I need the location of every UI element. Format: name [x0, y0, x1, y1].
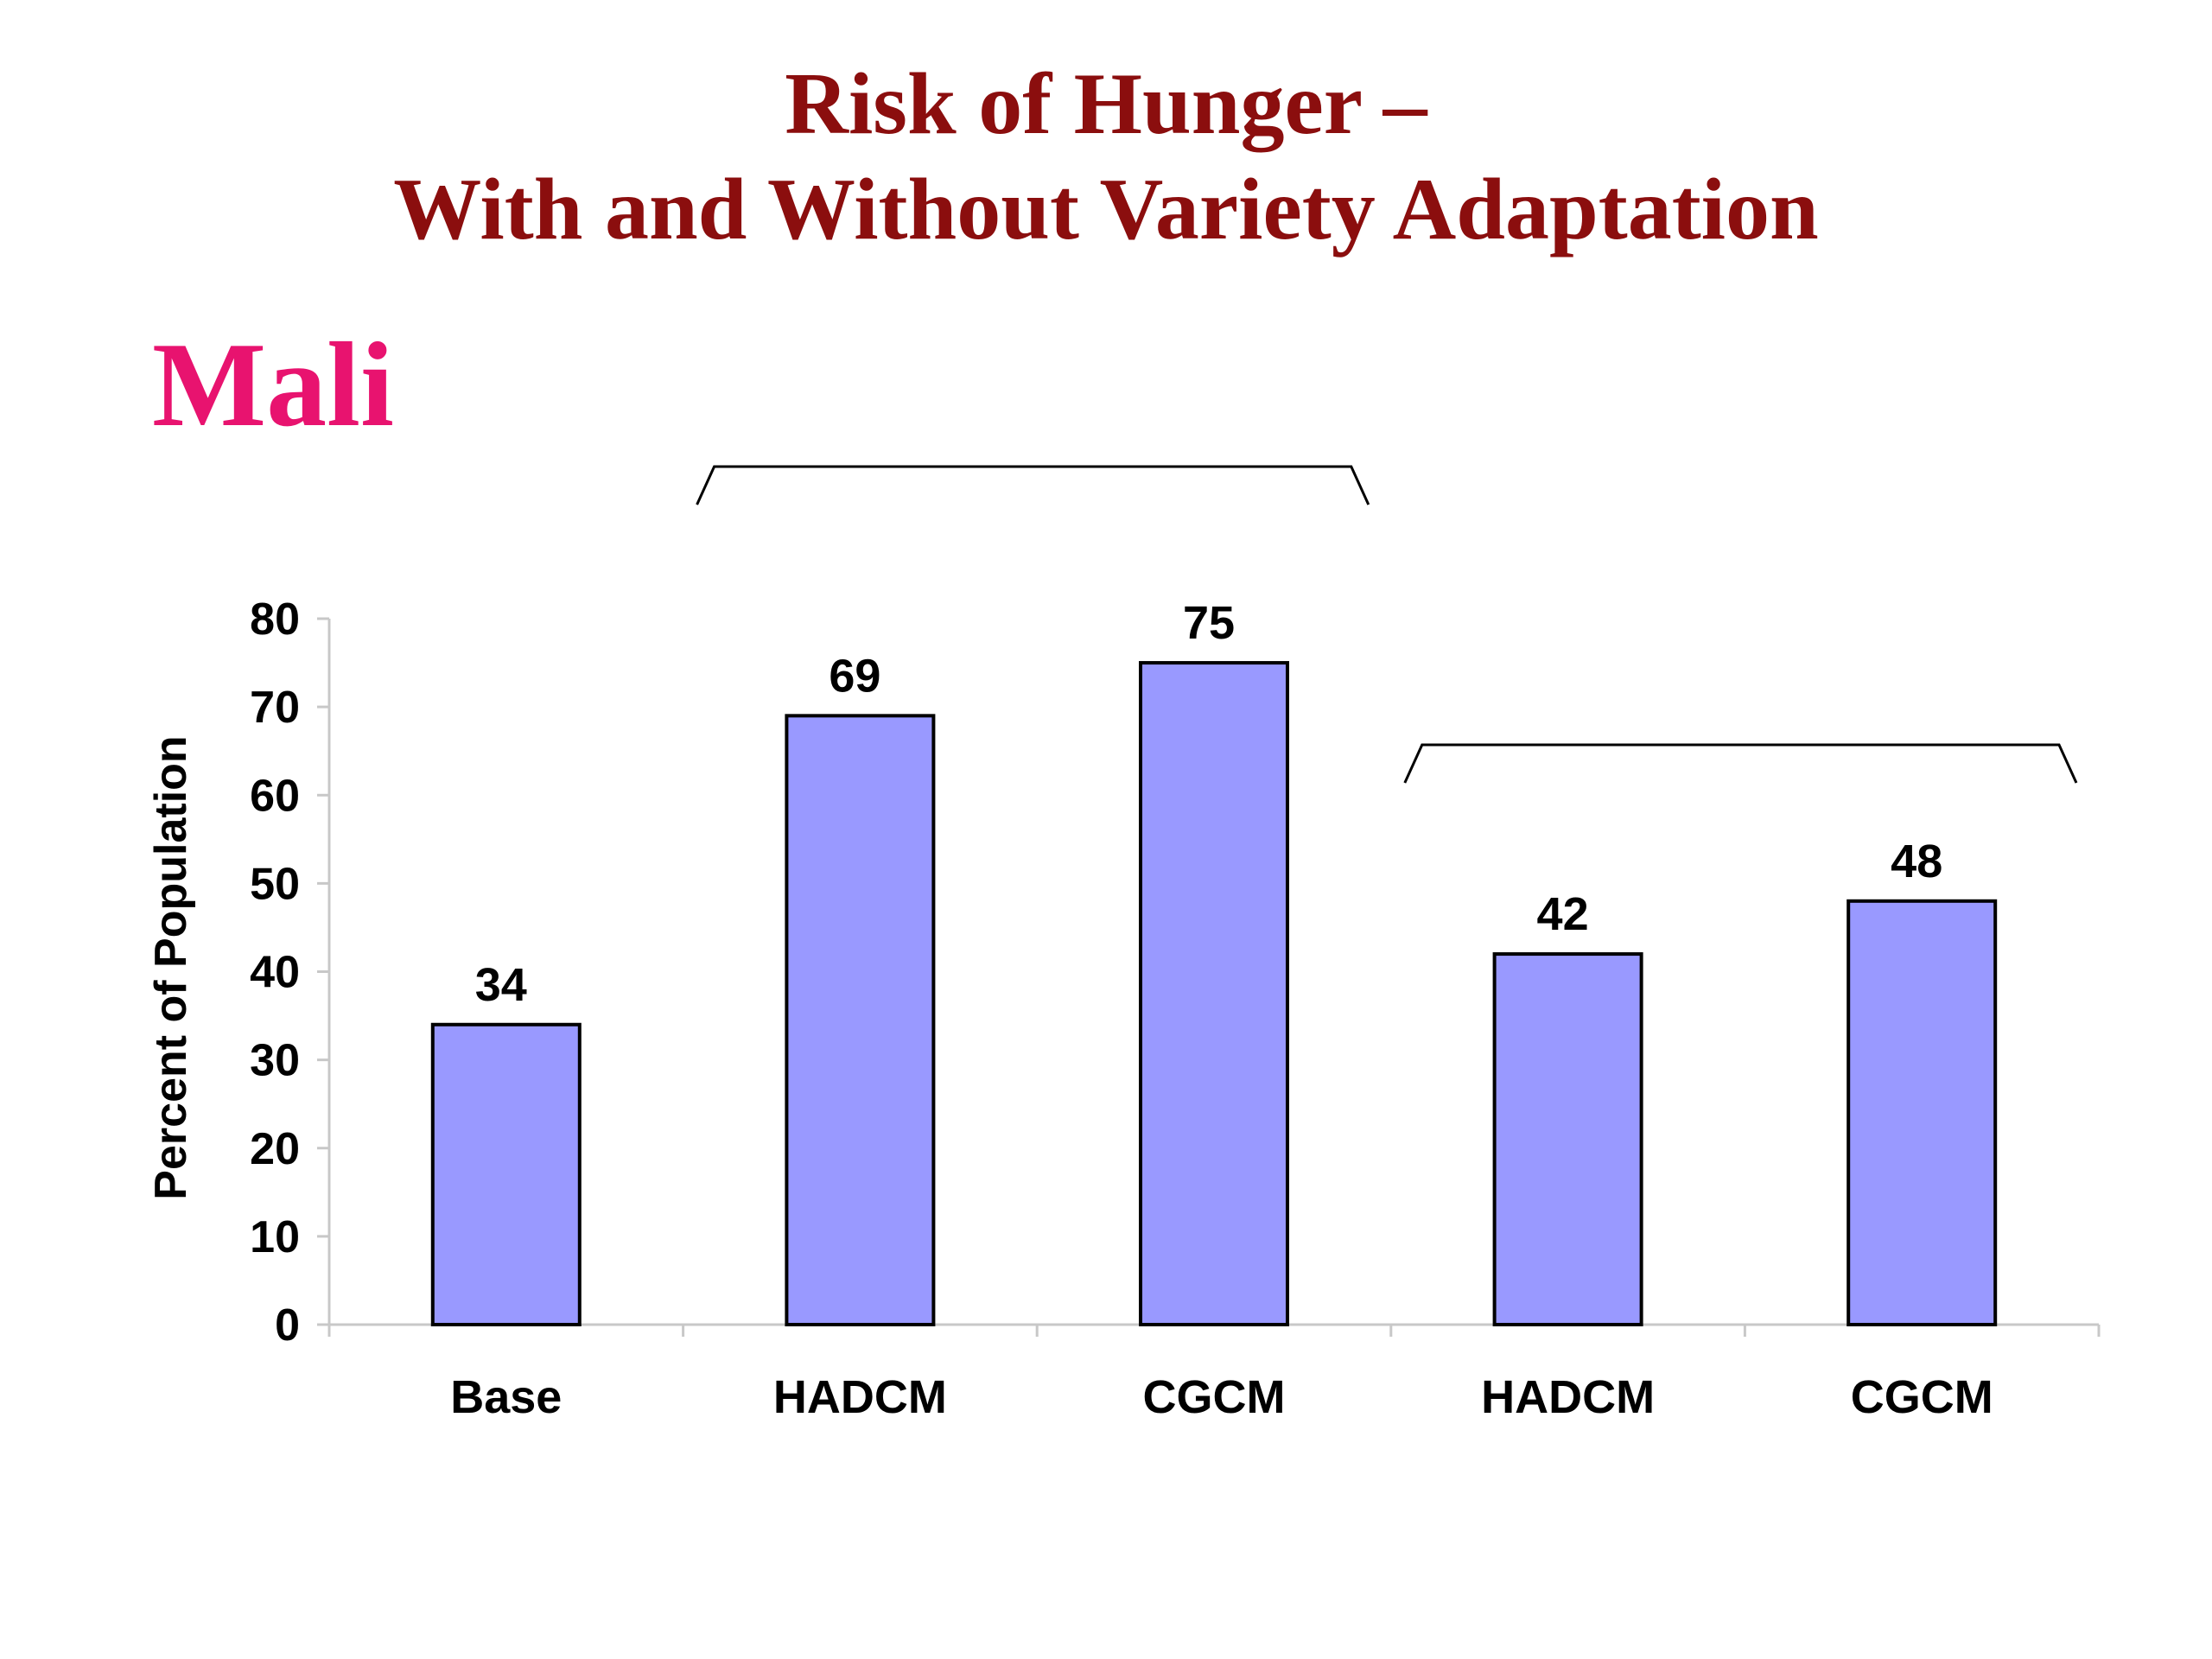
bar — [1492, 952, 1643, 1326]
bar-value-label: 48 — [1891, 836, 1942, 887]
bar-value-label: 75 — [1183, 597, 1235, 649]
y-tick-label: 20 — [250, 1124, 300, 1174]
y-axis-ticks: 0 10 20 30 40 50 60 70 80 — [250, 594, 329, 1351]
bars — [430, 661, 1998, 1327]
category-label: CGCM — [1851, 1371, 1993, 1423]
y-tick-label: 70 — [250, 683, 300, 733]
bar — [1139, 661, 1289, 1326]
y-tick-label: 80 — [250, 594, 300, 645]
chart-title-line-1: Risk of Hunger – — [785, 55, 1427, 153]
bar — [785, 714, 936, 1326]
y-tick-label: 30 — [250, 1036, 300, 1086]
category-label: CGCM — [1143, 1371, 1286, 1423]
bar — [1847, 899, 1998, 1327]
category-labels: Base HADCM CGCM HADCM CGCM — [450, 1371, 1993, 1423]
category-label: HADCM — [773, 1371, 947, 1423]
group-bracket — [1403, 743, 2078, 784]
group-brackets — [696, 465, 2078, 784]
category-label: Base — [450, 1371, 562, 1423]
y-tick-label: 40 — [250, 948, 300, 998]
chart-title-line-2: With and Without Variety Adaptation — [393, 161, 1819, 258]
group-bracket — [696, 465, 1370, 505]
y-tick-label: 0 — [275, 1300, 300, 1351]
value-labels: 34 69 75 42 48 — [475, 597, 1942, 1011]
bar-value-label: 69 — [829, 650, 880, 702]
bar — [430, 1022, 582, 1327]
category-label: HADCM — [1481, 1371, 1655, 1423]
bar-value-label: 42 — [1537, 888, 1589, 940]
y-axis-title: Percent of Population — [146, 735, 196, 1199]
y-tick-label: 50 — [250, 859, 300, 909]
y-tick-label: 60 — [250, 771, 300, 821]
bar-value-label: 34 — [475, 959, 527, 1011]
chart-subtitle: Mali — [152, 318, 394, 452]
y-tick-label: 10 — [250, 1212, 300, 1262]
